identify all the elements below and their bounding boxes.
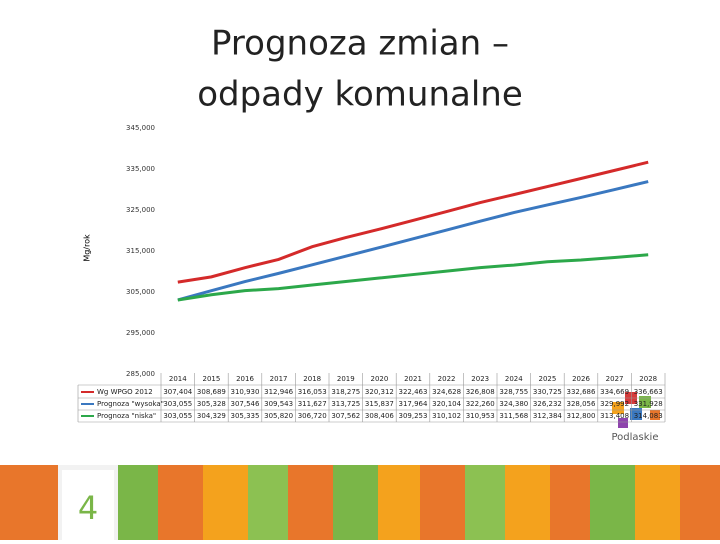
y-tick-label: 295,000: [126, 329, 155, 337]
table-value: 322,463: [399, 388, 428, 396]
table-value: 309,543: [264, 400, 293, 408]
x-tick-label: 2021: [404, 375, 422, 383]
table-value: 305,820: [264, 412, 293, 420]
table-value: 314,083: [634, 412, 663, 420]
table-value: 332,686: [567, 388, 596, 396]
x-tick-label: 2026: [572, 375, 590, 383]
x-tick-label: 2020: [370, 375, 388, 383]
table-value: 316,053: [298, 388, 327, 396]
x-tick-label: 2022: [438, 375, 456, 383]
table-value: 307,562: [331, 412, 360, 420]
x-tick-label: 2016: [236, 375, 254, 383]
table-value: 310,930: [231, 388, 260, 396]
logo-text: Podlaskie: [612, 432, 659, 443]
x-tick-label: 2019: [337, 375, 355, 383]
table-value: 334,669: [600, 388, 629, 396]
table-value: 309,253: [399, 412, 428, 420]
table-value: 330,725: [533, 388, 562, 396]
table-value: 317,964: [399, 400, 428, 408]
x-tick-label: 2014: [169, 375, 187, 383]
table-value: 311,627: [298, 400, 327, 408]
y-tick-label: 335,000: [126, 165, 155, 173]
x-tick-label: 2024: [505, 375, 523, 383]
table-value: 324,628: [432, 388, 461, 396]
legend-label: Prognoza "niska": [97, 412, 156, 420]
y-tick-label: 325,000: [126, 206, 155, 214]
table-value: 306,720: [298, 412, 327, 420]
x-tick-label: 2015: [202, 375, 220, 383]
table-value: 308,406: [365, 412, 394, 420]
table-value: 329,992: [600, 400, 629, 408]
table-value: 305,328: [197, 400, 226, 408]
y-axis-label: Mg/rok: [83, 234, 92, 262]
table-value: 320,104: [432, 400, 461, 408]
table-value: 303,055: [163, 412, 192, 420]
table-value: 305,335: [231, 412, 260, 420]
table-value: 303,055: [163, 400, 192, 408]
footer-strip: [0, 465, 720, 540]
y-tick-label: 285,000: [126, 370, 155, 378]
x-tick-label: 2018: [303, 375, 321, 383]
table-value: 313,725: [331, 400, 360, 408]
table-value: 318,275: [331, 388, 360, 396]
table-value: 326,808: [466, 388, 495, 396]
chart-title: Prognoza zmian –: [211, 24, 509, 64]
table-value: 304,329: [197, 412, 226, 420]
table-value: 310,953: [466, 412, 495, 420]
series-line: [177, 253, 649, 302]
table-value: 324,380: [499, 400, 528, 408]
table-value: 320,312: [365, 388, 394, 396]
slide-number: 4: [78, 489, 98, 527]
x-tick-label: 2028: [639, 375, 657, 383]
table-value: 308,689: [197, 388, 226, 396]
table-value: 311,568: [499, 412, 528, 420]
x-tick-label: 2025: [538, 375, 556, 383]
table-value: 313,408: [600, 412, 629, 420]
table-value: 312,800: [567, 412, 596, 420]
legend-label: Prognoza "wysoka": [97, 400, 164, 408]
y-tick-label: 345,000: [126, 124, 155, 132]
x-tick-label: 2023: [471, 375, 489, 383]
y-tick-label: 315,000: [126, 247, 155, 255]
table-value: 331,928: [634, 400, 663, 408]
table-value: 307,404: [163, 388, 192, 396]
table-value: 322,260: [466, 400, 495, 408]
x-tick-label: 2017: [270, 375, 288, 383]
legend-label: Wg WPGO 2012: [97, 388, 153, 396]
table-value: 328,755: [499, 388, 528, 396]
x-tick-label: 2027: [606, 375, 624, 383]
table-value: 312,384: [533, 412, 562, 420]
table-value: 315,837: [365, 400, 394, 408]
series-line: [177, 180, 649, 302]
series-line: [177, 160, 649, 284]
table-value: 312,946: [264, 388, 293, 396]
table-value: 328,056: [567, 400, 596, 408]
table-value: 326,232: [533, 400, 562, 408]
table-value: 336,663: [634, 388, 663, 396]
table-value: 307,546: [231, 400, 260, 408]
y-tick-label: 305,000: [126, 288, 155, 296]
chart-title: odpady komunalne: [197, 75, 523, 115]
table-value: 310,102: [432, 412, 461, 420]
